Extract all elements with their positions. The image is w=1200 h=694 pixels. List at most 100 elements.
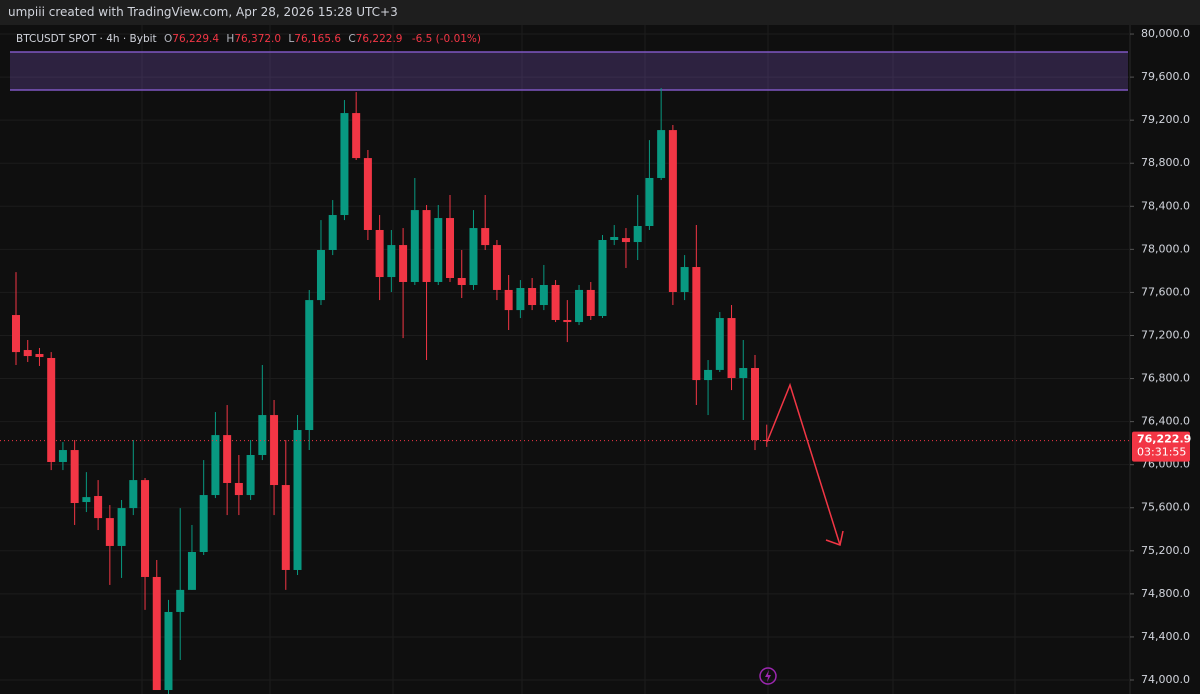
candle-body	[633, 226, 642, 243]
candle-body	[457, 278, 466, 285]
candle-body	[528, 288, 537, 306]
y-tick-label: 74,800.0	[1141, 587, 1190, 600]
candle-body	[551, 284, 560, 320]
candle-body	[270, 415, 279, 486]
plot: 74,000.0 74,400.0 74,800.0 75,200.0 75,600.0…	[0, 27, 1190, 694]
candle-body	[598, 239, 607, 317]
arrow-head	[825, 530, 844, 546]
candle-body	[387, 245, 396, 278]
candle-body	[58, 450, 67, 462]
candle-body	[575, 289, 584, 323]
candle-body	[234, 482, 243, 496]
y-tick-label: 78,800.0	[1141, 156, 1190, 169]
countdown-label: 03:31:55	[1137, 446, 1186, 459]
candle-body	[750, 368, 759, 441]
candle-body	[715, 318, 724, 370]
candle-body	[375, 229, 384, 278]
last-price-box	[1132, 431, 1190, 462]
candle-body	[727, 318, 736, 379]
candle-body	[621, 238, 630, 243]
high-key: H	[226, 33, 235, 45]
candle-body	[422, 210, 431, 282]
y-tick-label: 77,600.0	[1141, 285, 1190, 298]
candle-body	[410, 210, 419, 282]
candle-body	[492, 245, 501, 290]
candle-body	[141, 480, 150, 577]
event-icon[interactable]	[759, 667, 777, 685]
candle-body	[399, 245, 408, 282]
y-tick-label: 76,800.0	[1141, 372, 1190, 385]
symbol: BTCUSDT SPOT · 4h · Bybit	[16, 33, 157, 45]
candle-body	[199, 495, 208, 552]
top-bar: umpiii created with TradingView.com, Apr…	[0, 0, 1200, 25]
candle-body	[176, 589, 185, 612]
candle-body	[23, 350, 32, 357]
candle-body	[117, 508, 126, 546]
y-tick-label: 74,400.0	[1141, 630, 1190, 643]
y-tick-label: 77,200.0	[1141, 328, 1190, 341]
candle-body	[94, 496, 103, 519]
change: -6.5 (-0.01%)	[411, 33, 482, 45]
candle-body	[152, 576, 161, 691]
event-icon-bolt	[765, 670, 771, 682]
candle-body	[645, 177, 654, 227]
candle-body	[481, 228, 490, 246]
y-tick-label: 76,400.0	[1141, 415, 1190, 428]
candle-body	[516, 288, 525, 311]
low-value: 76,165.6	[294, 33, 342, 45]
open-value: 76,229.4	[172, 33, 220, 45]
candle-body	[739, 368, 748, 379]
candle-body	[563, 319, 572, 323]
candle-body	[82, 497, 91, 503]
candle-body	[340, 113, 349, 216]
candle-body	[305, 300, 314, 431]
candle-body	[293, 430, 302, 570]
close-key: C	[348, 33, 356, 45]
candle-body	[434, 218, 443, 282]
candle-body	[12, 315, 20, 353]
candle-body	[363, 158, 372, 230]
candle-body	[692, 267, 701, 381]
y-tick-label: 74,000.0	[1141, 673, 1190, 686]
y-tick-label: 79,200.0	[1141, 113, 1190, 126]
candle-body	[657, 130, 666, 178]
symbol-legend: BTCUSDT SPOT · 4h · Bybit O76,229.4 H76,…	[16, 33, 481, 45]
candle-body	[35, 354, 44, 358]
candle-body	[539, 284, 548, 306]
candle-body	[352, 113, 361, 159]
candle-body	[246, 454, 255, 496]
candle-body	[586, 289, 595, 317]
candle-body	[610, 236, 619, 240]
candle-body	[281, 485, 290, 570]
zone	[10, 52, 1128, 91]
chart-background	[0, 25, 1200, 694]
high-value: 76,372.0	[234, 33, 282, 45]
candle-body	[704, 369, 713, 381]
y-tick-label: 75,200.0	[1141, 544, 1190, 557]
low-key: L	[288, 33, 295, 45]
candle-body	[469, 228, 478, 285]
drawn-arrow	[766, 382, 841, 546]
candle-body	[258, 415, 267, 455]
candle-body	[680, 267, 689, 292]
chart-title: umpiii created with TradingView.com, Apr…	[8, 5, 398, 19]
close-value: 76,222.9	[355, 33, 403, 45]
candle-body	[504, 289, 513, 311]
candle-body	[316, 250, 325, 301]
y-tick-label: 80,000.0	[1141, 27, 1190, 40]
y-tick-label: 79,600.0	[1141, 70, 1190, 83]
y-tick-label: 78,000.0	[1141, 242, 1190, 255]
last-price-label: 76,222.9	[1137, 433, 1191, 446]
candle-body	[668, 130, 677, 292]
candle-body	[446, 218, 455, 279]
open-key: O	[164, 33, 173, 45]
candle-body	[187, 551, 196, 590]
y-tick-label: 75,600.0	[1141, 501, 1190, 514]
time-grid	[141, 25, 1016, 694]
candle-body	[223, 435, 232, 483]
y-tick-label: 78,400.0	[1141, 199, 1190, 212]
candle-body	[129, 480, 138, 509]
candle-body	[211, 435, 220, 496]
